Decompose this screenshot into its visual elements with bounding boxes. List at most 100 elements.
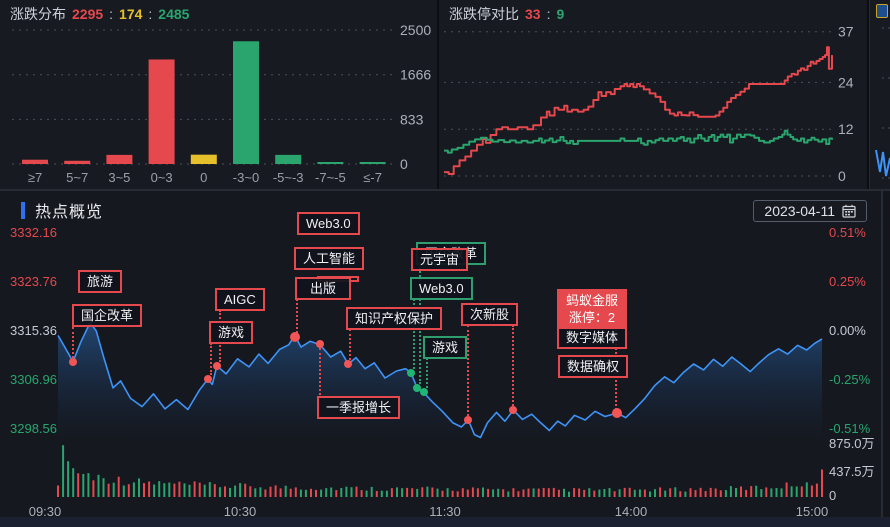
hotspot-tag[interactable]: Web3.0 [297,212,360,235]
hotspot-tag[interactable]: 元宇宙 [411,248,469,271]
event-dot [316,340,324,348]
hotspot-tag[interactable]: 一季报增长 [317,396,401,419]
calendar-icon [842,204,856,218]
hotspot-tag-name: 蚂蚁金服 [566,293,619,308]
index-intraday-chart [57,321,823,497]
limit-title: 涨跌停对比 [449,6,519,22]
price-axis-label: 3323.76 [10,274,57,289]
panel-divider [437,0,439,189]
colon: : [546,6,551,22]
distribution-bar-chart: 0 833 1666 2500 ≥7 5~7 3~5 0~3 0 -3~0 -5~-3 -7~-5 ≤-… [12,24,431,185]
hotspot-tag[interactable]: 游戏 [423,336,468,359]
volume-axis-label: 875.0万 [829,436,875,451]
annotation-leader-line [413,299,415,369]
panel-limit-compare: 涨跌停对比 33: 9 0 12 24 37 [439,0,867,189]
colon: : [109,6,114,22]
time-axis-label: 09:30 [28,504,62,519]
svg-text:1666: 1666 [400,67,431,83]
svg-text:-7~-5: -7~-5 [315,170,346,185]
event-dot [204,375,212,383]
svg-text:24: 24 [838,74,854,90]
svg-text:5~7: 5~7 [66,170,88,185]
price-axis-label: 3332.16 [10,225,57,240]
svg-text:37: 37 [838,24,854,40]
hotspot-tag[interactable]: 出版 [295,277,351,300]
percent-axis-label: -0.25% [829,372,871,387]
event-dot [69,358,77,366]
svg-text:0: 0 [838,168,846,184]
hotspot-tag[interactable]: 次新股 [461,303,519,326]
colon: : [148,6,153,22]
panel-divider [867,0,869,189]
annotation-leader-line [296,299,298,333]
svg-text:≤-7: ≤-7 [363,170,382,185]
volume-axis-label: 0 [829,488,837,503]
clipped-panel-chart [875,27,890,179]
price-axis-label: 3298.56 [10,421,57,436]
hotspot-tag[interactable]: 旅游 [78,270,123,293]
annotation-leader-line [426,358,428,388]
price-axis-label: 3315.36 [10,323,57,338]
limit-compare-line-chart: 0 12 24 37 [444,24,854,184]
percent-axis-label: 0.00% [829,323,866,338]
percent-axis-label: -0.51% [829,421,871,436]
hotspot-tag[interactable]: 国企改革 [72,304,143,327]
hotspot-tag[interactable]: 数据确权 [558,355,629,378]
svg-text:-3~0: -3~0 [233,170,259,185]
event-dot [464,416,472,424]
price-axis-label: 3306.96 [10,372,57,387]
svg-text:2500: 2500 [400,24,431,38]
bottom-scroll-strip [0,517,890,527]
event-dot [420,388,428,396]
time-axis-label: 14:00 [614,504,648,519]
annotation-leader-line [210,343,212,375]
distribution-title: 涨跌分布 [10,6,66,22]
down-count: 2485 [158,6,190,22]
limit-title-row: 涨跌停对比 33: 9 [439,0,867,24]
hotspot-tag[interactable]: 游戏 [209,321,254,344]
panel-distribution: 涨跌分布 2295: 174: 2485 0 833 1666 2500 ≥7 5~7 3~… [0,0,437,189]
up-count: 2295 [72,6,104,22]
annotation-leader-line [512,325,514,406]
time-axis-label: 10:30 [223,504,257,519]
svg-text:833: 833 [400,111,424,127]
limit-up-count: 33 [525,6,541,22]
hotspot-header: 热点概览 2023-04-11 [0,191,881,229]
event-dot [612,408,622,418]
flat-count: 174 [119,6,143,22]
event-dot [213,362,221,370]
annotation-leader-line [72,327,74,358]
percent-axis-label: 0.51% [829,225,866,240]
event-dot [407,369,415,377]
hotspot-tag[interactable]: AIGC [215,288,265,311]
annotation-leader-line [319,348,321,395]
svg-text:-5~-3: -5~-3 [273,170,304,185]
event-dot [509,406,517,414]
date-picker[interactable]: 2023-04-11 [753,200,867,222]
hotspot-tag[interactable]: Web3.0 [410,277,473,300]
hotspot-tag[interactable]: 人工智能 [294,247,365,270]
event-dot [344,360,352,368]
svg-text:3~5: 3~5 [108,170,130,185]
clipped-panel [869,0,890,189]
percent-axis-label: 0.25% [829,274,866,289]
event-dot [290,332,300,342]
annotation-leader-line [349,329,351,360]
volume-axis-label: 437.5万 [829,464,875,479]
time-axis-label: 11:30 [429,504,461,519]
svg-text:12: 12 [838,121,854,137]
hotspot-tag-detail: 涨停：2 [568,310,616,325]
svg-text:0: 0 [200,170,207,185]
time-axis-label: 15:00 [795,504,829,519]
date-value: 2023-04-11 [764,203,835,219]
clipped-panel-icon [876,4,888,18]
svg-text:≥7: ≥7 [28,170,42,185]
distribution-title-row: 涨跌分布 2295: 174: 2485 [0,0,437,24]
hotspot-tag[interactable]: 数字媒体 [557,326,628,349]
svg-text:0: 0 [400,156,408,172]
hotspot-tag[interactable]: 知识产权保护 [346,307,443,330]
hotspot-chart-area: 3332.16 3323.76 3315.36 3306.96 3298.56 0.51%… [0,191,881,519]
limit-down-count: 9 [556,6,565,22]
hotspot-tag[interactable]: 蚂蚁金服涨停：2 [557,289,628,329]
